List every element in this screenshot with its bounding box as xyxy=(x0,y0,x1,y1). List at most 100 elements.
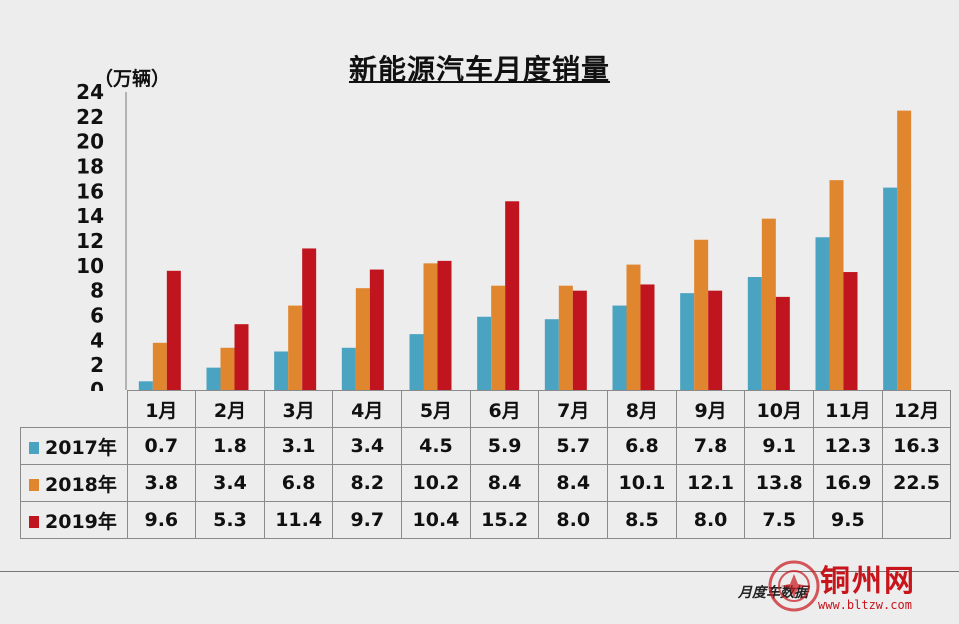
bar-2019年-9月 xyxy=(708,290,723,390)
data-label: 3.4 xyxy=(332,427,403,465)
category-label: 12月 xyxy=(881,390,952,428)
bar-2017年-10月 xyxy=(747,277,762,390)
data-label: 15.2 xyxy=(469,501,540,539)
bar-2018年-5月 xyxy=(423,263,438,390)
data-label: 9.6 xyxy=(126,501,197,539)
y-tick-label: 22 xyxy=(76,105,104,129)
watermark-text: 铜州网 xyxy=(820,564,916,599)
category-label: 9月 xyxy=(675,390,746,428)
category-label: 4月 xyxy=(332,390,403,428)
data-label xyxy=(881,501,952,539)
bar-2019年-10月 xyxy=(775,296,790,390)
table-row: 2018年 3.8 3.4 6.8 8.2 10.2 8.4 8.4 10.1 12.1 13.8 1… xyxy=(20,464,952,502)
data-label: 8.5 xyxy=(607,501,677,539)
bar-2019年-5月 xyxy=(437,260,452,390)
table-row: 2017年 0.7 1.8 3.1 3.4 4.5 5.9 5.7 6.8 7.8 9.1 12.3 1… xyxy=(20,427,952,465)
bar-2018年-12月 xyxy=(897,110,912,390)
data-label: 8.4 xyxy=(469,464,540,502)
data-label: 8.2 xyxy=(332,464,403,502)
bar-2017年-7月 xyxy=(544,319,559,390)
data-label: 6.8 xyxy=(607,427,677,465)
bar-2017年-9月 xyxy=(680,293,695,390)
bar-2018年-6月 xyxy=(491,285,506,390)
watermark-url: www.bltzw.com xyxy=(818,598,912,612)
y-tick-label: 8 xyxy=(90,279,104,303)
data-label: 22.5 xyxy=(881,464,952,502)
bar-2019年-2月 xyxy=(234,324,249,390)
data-label: 8.0 xyxy=(538,501,609,539)
category-label: 8月 xyxy=(607,390,677,428)
bar-2019年-7月 xyxy=(572,290,587,390)
chart-title: 新能源汽车月度销量 xyxy=(348,53,610,86)
bar-2017年-1月 xyxy=(138,381,153,390)
bar-2018年-9月 xyxy=(694,239,709,390)
data-label: 10.4 xyxy=(401,501,471,539)
bar-2017年-4月 xyxy=(341,347,356,390)
legend-swatch xyxy=(29,479,39,491)
bar-2019年-11月 xyxy=(843,272,858,390)
data-label: 9.5 xyxy=(813,501,883,539)
bar-2017年-5月 xyxy=(409,334,424,390)
legend-swatch xyxy=(29,442,39,454)
data-label: 8.4 xyxy=(538,464,609,502)
y-tick-label: 10 xyxy=(76,254,104,278)
data-label: 10.1 xyxy=(607,464,677,502)
category-label: 1月 xyxy=(126,390,197,428)
y-tick-label: 12 xyxy=(76,229,104,253)
legend-swatch xyxy=(29,516,39,528)
data-label: 1.8 xyxy=(195,427,265,465)
bar-2018年-3月 xyxy=(288,305,303,390)
table-corner xyxy=(20,390,128,428)
category-label: 3月 xyxy=(263,390,334,428)
data-label: 11.4 xyxy=(263,501,334,539)
legend-entry: 2017年 xyxy=(20,427,128,465)
watermark-seal-icon xyxy=(768,560,820,612)
bar-2017年-6月 xyxy=(477,316,492,390)
data-label: 5.7 xyxy=(538,427,609,465)
data-label: 10.2 xyxy=(401,464,471,502)
bar-2018年-2月 xyxy=(220,347,235,390)
data-label: 13.8 xyxy=(744,464,815,502)
data-label: 16.3 xyxy=(881,427,952,465)
data-label: 4.5 xyxy=(401,427,471,465)
table-row: 2019年 9.6 5.3 11.4 9.7 10.4 15.2 8.0 8.5 8.0 7.5 9.… xyxy=(20,501,952,539)
data-label: 0.7 xyxy=(126,427,197,465)
legend-entry: 2018年 xyxy=(20,464,128,502)
data-table: 1月 2月 3月 4月 5月 6月 7月 8月 9月 10月 11月 12月 2017年 0.7 1.8 3.… xyxy=(20,390,952,539)
bar-2017年-11月 xyxy=(815,237,830,390)
legend-label: 2019年 xyxy=(45,510,117,533)
data-label: 9.1 xyxy=(744,427,815,465)
bar-2017年-8月 xyxy=(612,305,627,390)
bar-2019年-4月 xyxy=(369,269,384,390)
category-label: 5月 xyxy=(401,390,471,428)
bar-2017年-12月 xyxy=(883,187,898,390)
bar-2019年-1月 xyxy=(166,270,181,390)
legend-label: 2018年 xyxy=(45,473,117,496)
category-label: 10月 xyxy=(744,390,815,428)
y-axis-unit-label: （万辆） xyxy=(94,68,171,90)
data-label: 9.7 xyxy=(332,501,403,539)
category-label: 7月 xyxy=(538,390,609,428)
bar-2019年-6月 xyxy=(505,201,520,390)
y-tick-label: 18 xyxy=(76,155,104,179)
bar-2018年-4月 xyxy=(355,288,370,390)
category-label: 2月 xyxy=(195,390,265,428)
data-label: 6.8 xyxy=(263,464,334,502)
y-tick-label: 14 xyxy=(76,204,104,228)
category-label: 6月 xyxy=(469,390,540,428)
y-tick-label: 20 xyxy=(76,130,104,154)
data-label: 7.5 xyxy=(744,501,815,539)
y-tick-label: 24 xyxy=(76,80,104,104)
data-label: 5.3 xyxy=(195,501,265,539)
data-label: 3.1 xyxy=(263,427,334,465)
y-tick-label: 2 xyxy=(90,353,104,377)
data-label: 12.3 xyxy=(813,427,883,465)
bar-2018年-11月 xyxy=(829,180,844,390)
legend-label: 2017年 xyxy=(45,436,117,459)
data-label: 7.8 xyxy=(675,427,746,465)
footer-divider xyxy=(0,571,959,572)
category-label: 11月 xyxy=(813,390,883,428)
data-label: 5.9 xyxy=(469,427,540,465)
bar-2019年-8月 xyxy=(640,284,655,390)
